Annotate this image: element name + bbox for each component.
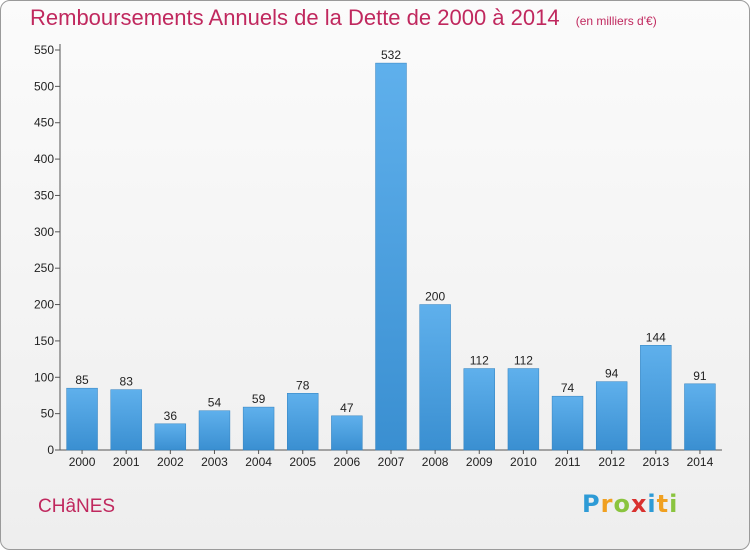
bar (551, 395, 584, 451)
logo-letter: i (647, 490, 657, 518)
bar (110, 389, 142, 451)
bar (331, 415, 363, 451)
commune-name: CHâNES (38, 496, 116, 517)
x-tick-label: 2014 (687, 455, 714, 469)
logo-letter: P (582, 490, 601, 518)
data-label: 78 (296, 378, 310, 392)
x-tick-label: 2000 (69, 455, 96, 469)
x-tick-label: 2011 (555, 455, 581, 469)
chart-title-text: Remboursements Annuels de la Dette de 20… (30, 5, 560, 30)
bar (463, 368, 495, 451)
proxiti-logo: Proxiti (582, 490, 678, 518)
bar (66, 387, 98, 451)
logo-letter: r (600, 490, 614, 518)
chart-subtitle: (en milliers d'€) (575, 14, 657, 28)
y-tick-label: 200 (34, 298, 54, 312)
x-tick-label: 2009 (466, 455, 493, 469)
x-tick-label: 2003 (201, 455, 228, 469)
x-tick-label: 2002 (157, 455, 184, 469)
y-tick-label: 550 (34, 43, 54, 57)
x-tick-label: 2012 (598, 455, 625, 469)
data-label: 36 (164, 409, 178, 423)
y-tick-label: 100 (34, 370, 54, 384)
bar (640, 345, 672, 451)
y-tick-label: 150 (34, 334, 54, 348)
data-label: 85 (75, 373, 89, 387)
bar (375, 62, 407, 451)
logo-letter: t (656, 490, 670, 518)
bar (595, 381, 628, 451)
data-label: 112 (514, 354, 533, 368)
x-tick-label: 2001 (113, 455, 140, 469)
x-tick-label: 2007 (378, 455, 405, 469)
bar (684, 383, 716, 451)
x-tick-label: 2006 (334, 455, 361, 469)
y-tick-label: 0 (47, 443, 54, 457)
y-tick-label: 500 (34, 79, 54, 93)
x-tick-label: 2013 (642, 455, 669, 469)
bar (198, 410, 231, 451)
x-tick-label: 2004 (245, 455, 272, 469)
logo-letter: o (613, 490, 631, 518)
bar (242, 406, 275, 451)
y-tick-label: 250 (34, 261, 54, 275)
bar (507, 368, 540, 451)
bar (419, 304, 451, 451)
y-tick-label: 50 (41, 407, 55, 421)
y-tick-label: 450 (34, 116, 54, 130)
data-label: 59 (252, 392, 266, 406)
data-label: 532 (381, 48, 401, 62)
x-tick-label: 2008 (422, 455, 449, 469)
y-tick-label: 350 (34, 188, 54, 202)
data-label: 94 (605, 367, 619, 381)
x-tick-label: 2010 (510, 455, 537, 469)
x-tick-label: 2005 (289, 455, 316, 469)
y-tick-label: 300 (34, 225, 54, 239)
data-label: 112 (470, 354, 489, 368)
data-label: 74 (561, 381, 575, 395)
logo-letter: x (630, 490, 648, 518)
chart-title: Remboursements Annuels de la Dette de 20… (30, 5, 657, 31)
bar (154, 423, 187, 451)
data-label: 83 (120, 375, 134, 389)
bar (287, 393, 319, 451)
y-tick-label: 400 (34, 152, 54, 166)
data-label: 47 (340, 401, 354, 415)
data-label: 200 (425, 290, 445, 304)
logo-letter: i (669, 490, 679, 518)
data-label: 144 (646, 330, 666, 344)
data-label: 91 (693, 369, 707, 383)
data-label: 54 (208, 396, 222, 410)
